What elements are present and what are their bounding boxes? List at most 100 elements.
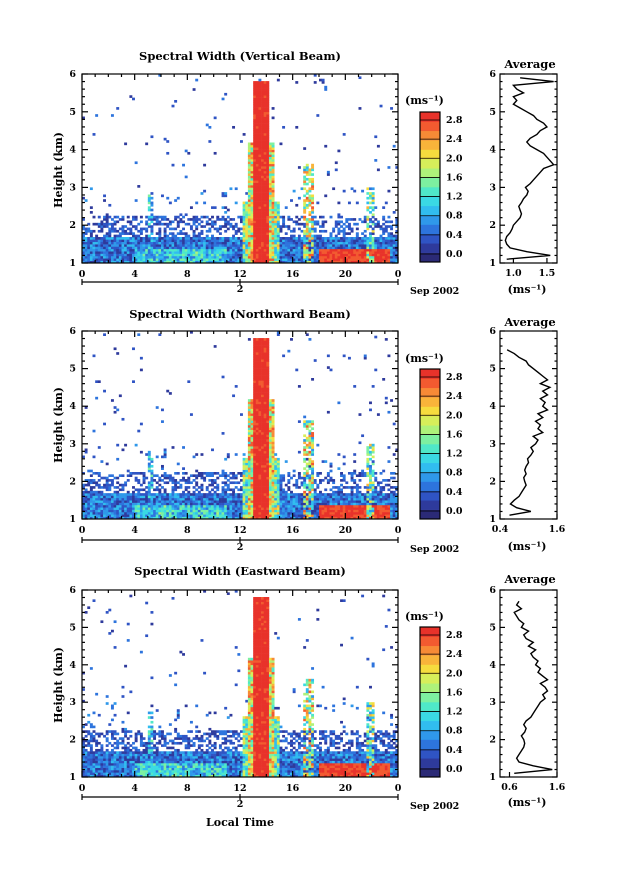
colorbar-segment [420,472,440,482]
avg-2-title: Average [503,315,555,329]
average-ytick: 6 [489,585,496,596]
colorbar-segment [420,636,440,647]
colorbar-segment [420,140,440,150]
average-xtick: 0.6 [501,782,518,793]
panel-3-colorbar: 0.0 0.4 0.8 1.2 1.6 2.0 2.4 2.8 [419,626,463,778]
colorbar-segment [420,369,440,379]
panel-1-ytick: 4 [69,145,76,156]
panel-3-ytick: 2 [69,735,76,746]
colorbar-segment [420,397,440,407]
colorbar-segment [420,233,440,244]
panel-2-xtick: 20 [339,525,353,536]
average-frame [499,73,558,264]
average-ytick: 1 [489,772,496,783]
panel-1-xtick: 0 [79,269,86,280]
colorbar-segment [420,112,440,122]
panel-1-ytick: 2 [69,220,76,231]
panel-1-ytick: 3 [69,182,76,193]
panel-1-heatmap-cells [82,74,399,264]
average-ytick: 4 [489,401,496,412]
colorbar-segment [420,490,440,501]
colorbar-segment [420,444,440,454]
colorbar-segment [420,415,440,426]
colorbar-tick-label: 0.0 [446,764,463,775]
colorbar-segment [420,627,440,637]
panel-2-xtick: 8 [184,525,191,536]
panel-3-ytick: 4 [69,660,76,671]
avg-3-unit: (ms⁻¹) [508,796,547,809]
cbar-1-unit: (ms⁻¹) [405,94,444,107]
colorbar-tick-label: 1.6 [446,172,463,183]
average-ytick: 2 [489,476,496,487]
colorbar-tick-label: 1.6 [446,687,463,698]
average-ytick: 4 [489,145,496,156]
panel-3-ytick: 5 [69,622,76,633]
panel-1-xtick: 12 [233,269,246,280]
colorbar-tick-label: 0.0 [446,506,463,517]
colorbar-segment [420,387,440,398]
colorbar-tick-label: 2.4 [446,649,463,660]
colorbar-segment [420,673,440,684]
panel-3-heatmap-cells [82,590,399,778]
colorbar-segment [420,243,440,253]
panel-2: 0 4 8 12 16 20 01234560.00.40.81.21.62.02.42.8… [69,326,566,543]
panel-3-xtick: 20 [339,783,353,794]
colorbar-segment [420,196,440,207]
colorbar-segment [420,121,440,132]
panel-1-xtick: 4 [131,269,138,280]
avg-1-title: Average [503,57,555,71]
average-xtick: 1.6 [549,782,566,793]
cbar-2-unit: (ms⁻¹) [405,352,444,365]
colorbar-segment [420,692,440,703]
panel-3-ylabel: Height (km) [52,647,65,723]
average-xtick: 0.4 [492,524,509,535]
colorbar-segment [420,425,440,435]
colorbar-tick-label: 0.4 [446,487,463,498]
average-xtick: 1.5 [539,268,556,279]
colorbar-segment [420,187,440,197]
average-ytick: 3 [489,697,496,708]
average-ytick: 1 [489,514,496,525]
panel-1-average-profile: 1 2 3 4 5 6 1.0 1.5 [489,69,558,279]
panel-2-ytick: 4 [69,401,76,412]
colorbar-segment [420,205,440,216]
colorbar-segment [420,509,440,520]
panel-2-title: Spectral Width (Northward Beam) [129,307,351,321]
colorbar-segment [420,481,440,492]
colorbar-segment [420,767,440,778]
date-day-2: 2 [237,542,244,553]
average-frame [499,330,558,520]
colorbar-tick-label: 1.6 [446,429,463,440]
panel-3-xtick: 12 [233,783,246,794]
panel-1-xtick: 0 [395,269,402,280]
date-month-1: Sep 2002 [410,286,459,297]
average-profile-line [506,349,552,516]
panel-1-xtick: 8 [184,269,191,280]
panel-3-ytick: 6 [69,585,76,596]
average-xtick: 1.0 [505,268,522,279]
panel-2-xtick: 12 [233,525,246,536]
colorbar-segment [420,158,440,169]
panel-1-ytick: 6 [69,69,76,80]
colorbar-tick-label: 2.0 [446,153,463,164]
colorbar-tick-label: 0.4 [446,745,463,756]
average-profile-line [504,77,555,260]
panel-3: 0 4 8 12 16 20 01234560.00.40.81.21.62.02.42.8… [69,585,566,800]
colorbar-segment [420,739,440,750]
average-ytick: 3 [489,182,496,193]
colorbar-segment [420,702,440,712]
panel-3-xtick: 8 [184,783,191,794]
panel-2-ytick: 2 [69,476,76,487]
average-ytick: 3 [489,439,496,450]
colorbar-tick-label: 1.2 [446,707,463,718]
colorbar-tick-label: 0.8 [446,211,463,222]
average-frame [499,589,558,778]
panel-1-ylabel: Height (km) [52,132,65,208]
panel-3-xtick: 4 [131,783,138,794]
panel-2-ytick: 5 [69,364,76,375]
panel-1-title: Spectral Width (Vertical Beam) [139,49,341,63]
colorbar-tick-label: 0.4 [446,230,463,241]
colorbar-segment [420,748,440,759]
average-profile-line [513,600,553,774]
